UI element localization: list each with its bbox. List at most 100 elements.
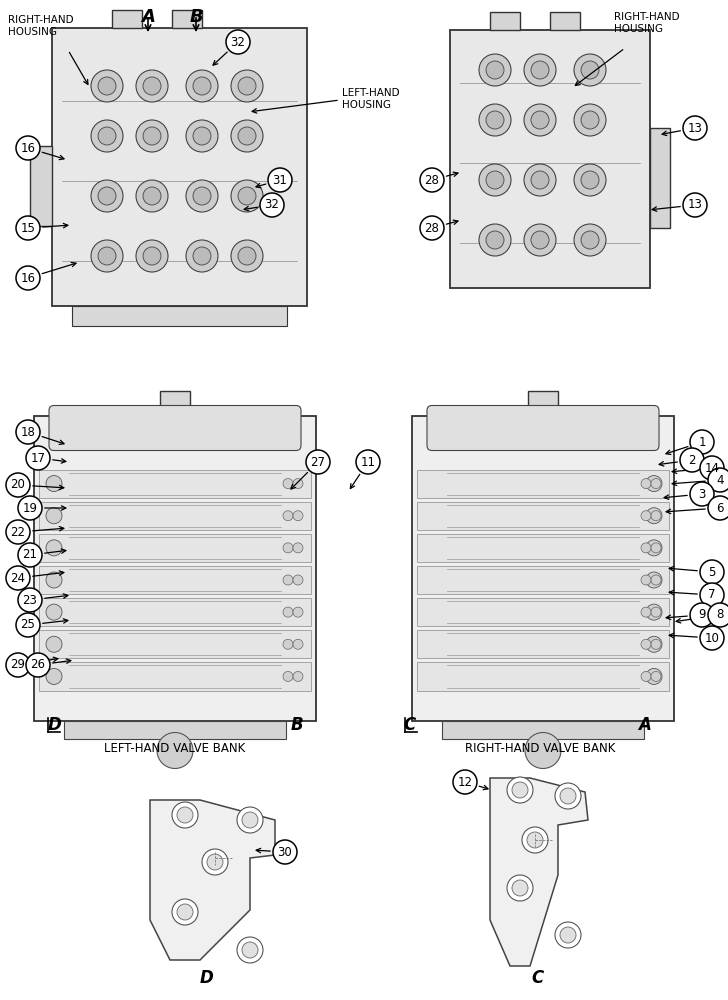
Text: RIGHT-HAND
HOUSING: RIGHT-HAND HOUSING [614, 12, 680, 34]
Circle shape [524, 224, 556, 256]
Circle shape [708, 603, 728, 627]
Circle shape [420, 216, 444, 240]
Circle shape [641, 511, 651, 521]
Text: 20: 20 [11, 479, 25, 491]
Circle shape [207, 854, 223, 870]
Circle shape [186, 240, 218, 272]
Bar [417, 534, 669, 562]
Text: 1: 1 [698, 436, 705, 448]
Circle shape [356, 450, 380, 474]
Circle shape [522, 827, 548, 853]
Circle shape [193, 127, 211, 145]
Circle shape [680, 448, 704, 472]
Circle shape [268, 168, 292, 192]
Text: 24: 24 [10, 572, 25, 584]
Bar [417, 630, 669, 658]
Circle shape [242, 812, 258, 828]
Circle shape [186, 180, 218, 212]
Circle shape [6, 473, 30, 497]
Circle shape [479, 164, 511, 196]
Bar [417, 502, 669, 530]
Circle shape [26, 653, 50, 677]
Text: 32: 32 [231, 35, 245, 48]
Circle shape [283, 511, 293, 521]
Circle shape [479, 104, 511, 136]
Text: 15: 15 [20, 222, 36, 234]
Bar [112, 10, 142, 28]
Circle shape [690, 430, 714, 454]
Circle shape [46, 572, 62, 588]
Circle shape [238, 247, 256, 265]
Text: 14: 14 [705, 462, 719, 475]
Circle shape [136, 70, 168, 102]
Circle shape [46, 636, 62, 652]
Circle shape [555, 783, 581, 809]
Circle shape [700, 456, 724, 480]
Bar [39, 598, 311, 626]
Circle shape [91, 240, 123, 272]
Text: 25: 25 [20, 618, 36, 632]
Text: 17: 17 [31, 452, 45, 464]
Circle shape [46, 668, 62, 684]
Circle shape [641, 543, 651, 553]
Circle shape [524, 164, 556, 196]
Circle shape [524, 54, 556, 86]
Circle shape [193, 247, 211, 265]
Text: 18: 18 [20, 426, 36, 438]
Circle shape [524, 104, 556, 136]
Circle shape [453, 770, 477, 794]
Circle shape [641, 639, 651, 649]
Circle shape [136, 120, 168, 152]
Circle shape [646, 540, 662, 556]
Text: 13: 13 [687, 198, 703, 212]
Circle shape [574, 224, 606, 256]
Circle shape [186, 120, 218, 152]
Bar [160, 390, 190, 416]
Text: 11: 11 [360, 456, 376, 468]
Text: 32: 32 [264, 198, 280, 212]
Circle shape [651, 639, 661, 649]
Polygon shape [490, 778, 588, 966]
Circle shape [683, 116, 707, 140]
Circle shape [143, 247, 161, 265]
Circle shape [46, 604, 62, 620]
Circle shape [283, 543, 293, 553]
Circle shape [237, 937, 263, 963]
Circle shape [18, 543, 42, 567]
Bar [417, 566, 669, 594]
Circle shape [690, 603, 714, 627]
Text: B: B [189, 8, 203, 26]
Circle shape [143, 127, 161, 145]
Bar [528, 390, 558, 416]
Text: 19: 19 [23, 502, 38, 514]
Bar [72, 306, 287, 326]
Polygon shape [150, 800, 275, 960]
Circle shape [646, 636, 662, 652]
Circle shape [560, 927, 576, 943]
Circle shape [651, 511, 661, 521]
Circle shape [641, 607, 651, 617]
Circle shape [16, 266, 40, 290]
Text: RIGHT-HAND
HOUSING: RIGHT-HAND HOUSING [8, 15, 74, 37]
Text: B: B [290, 716, 304, 734]
Bar [650, 128, 670, 228]
Circle shape [193, 77, 211, 95]
Circle shape [683, 193, 707, 217]
Circle shape [486, 111, 504, 129]
Circle shape [700, 560, 724, 584]
Circle shape [46, 476, 62, 492]
Circle shape [293, 639, 303, 649]
Circle shape [708, 496, 728, 520]
Circle shape [193, 187, 211, 205]
Circle shape [527, 832, 543, 848]
Circle shape [486, 61, 504, 79]
Circle shape [646, 668, 662, 684]
Circle shape [651, 607, 661, 617]
Circle shape [143, 77, 161, 95]
Circle shape [91, 180, 123, 212]
Text: LEFT-HAND VALVE BANK: LEFT-HAND VALVE BANK [104, 742, 245, 754]
Circle shape [260, 193, 284, 217]
Circle shape [157, 732, 193, 768]
Bar [64, 720, 286, 738]
Circle shape [202, 849, 228, 875]
